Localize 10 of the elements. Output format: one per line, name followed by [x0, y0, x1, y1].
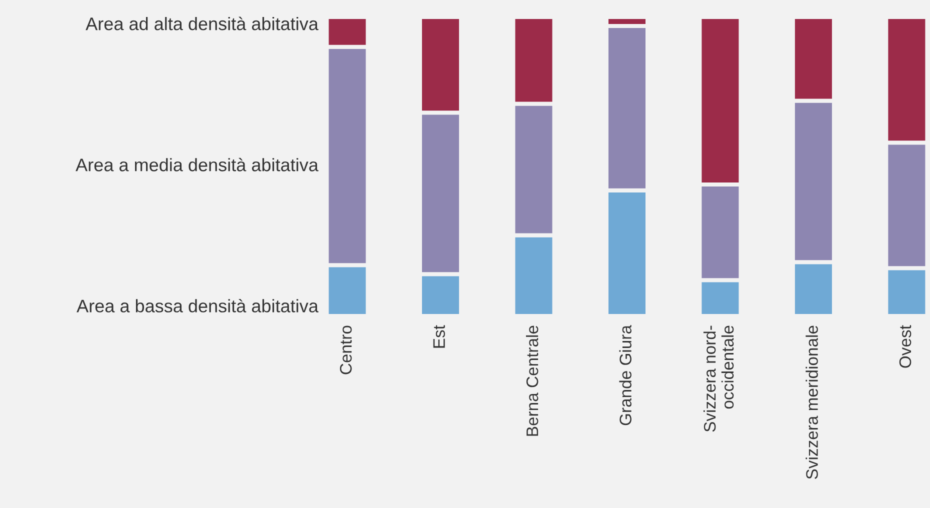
x-tick-label: Centro [340, 326, 352, 374]
x-tick-label: Est [433, 325, 445, 348]
x-tick-label: Berna Centrale [526, 326, 538, 436]
x-tick-label: Svizzera nord- occidentale [703, 326, 734, 432]
series-label: Area a media densità abitativa [76, 158, 318, 172]
series-label: Area a bassa densità abitativa [76, 298, 318, 312]
x-tick-label: Svizzera meridionale [806, 326, 818, 479]
x-tick-label: Ovest [899, 325, 912, 368]
x-tick-label: Grande Giura [619, 325, 632, 426]
series-label: Area ad alta densità abitativa [86, 16, 318, 30]
